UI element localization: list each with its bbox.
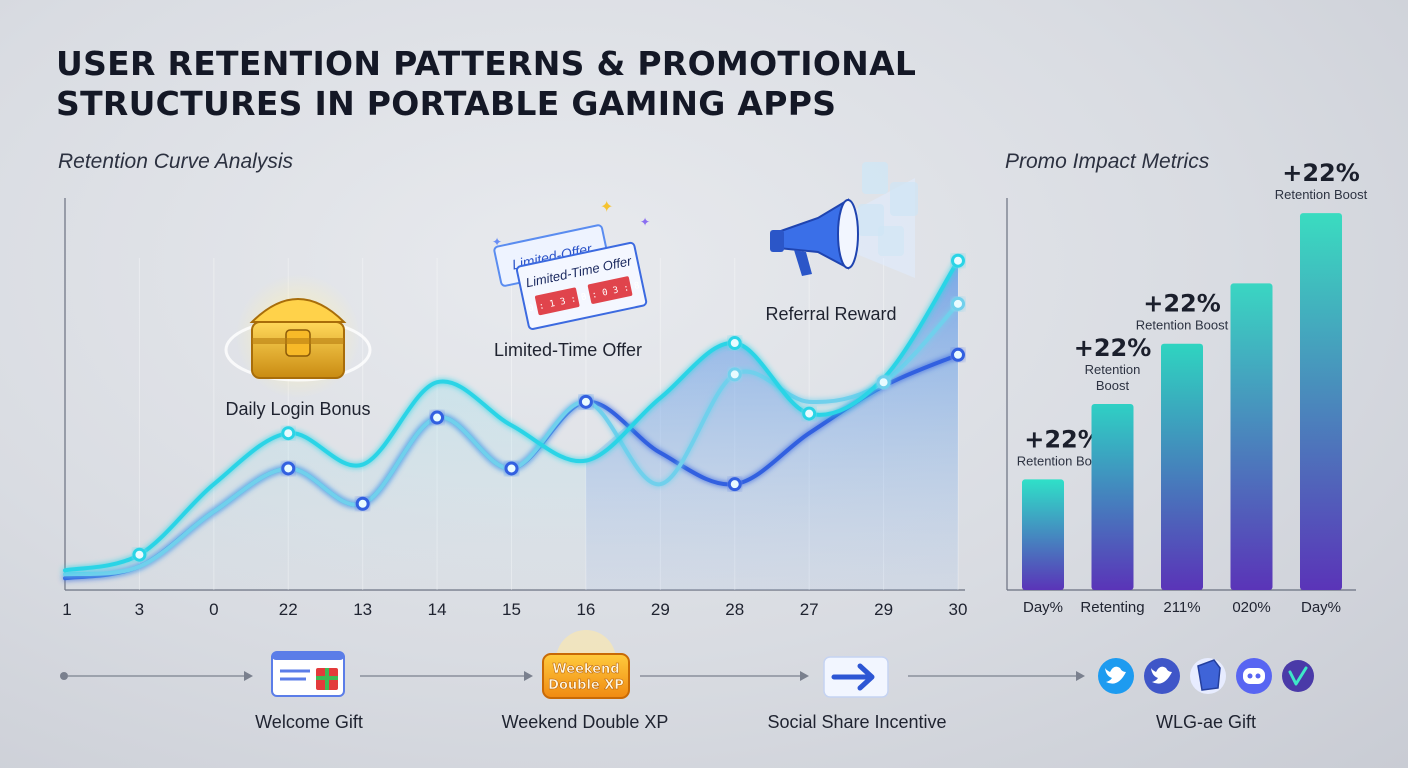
title-line-1: USER RETENTION PATTERNS & PROMOTIONAL: [56, 44, 917, 83]
bar-sub-label: Retention Boost: [1275, 187, 1368, 202]
bar: [1161, 343, 1203, 590]
flow-arrow-icon: [524, 671, 533, 681]
data-point: [281, 461, 296, 476]
fist-icon[interactable]: [1190, 658, 1226, 694]
data-point: [504, 461, 519, 476]
x-tick-label: 29: [651, 600, 670, 619]
line-chart-x-ticks: 1 3 0 22 13 14 15 16 29 28 27 29 30: [62, 600, 967, 619]
daily-login-bonus-label: Daily Login Bonus: [225, 399, 370, 419]
x-tick-label: 27: [800, 600, 819, 619]
bar-category-label: Day%: [1023, 599, 1063, 616]
x-tick-label: 14: [428, 600, 447, 619]
bar-sub-label: Retention Boost: [1017, 453, 1110, 468]
twitter-icon[interactable]: [1144, 658, 1180, 694]
bar-value-label: +22%: [1282, 159, 1360, 187]
treasure-chest-icon: [224, 274, 372, 398]
bar-category-label: Retenting: [1080, 599, 1144, 616]
wlg-ae-gift-label: WLG-ae Gift: [1156, 712, 1256, 732]
data-point: [281, 426, 296, 441]
double-xp-badge-text: Double XP: [548, 678, 624, 693]
promo-flow-timeline: [60, 671, 1085, 681]
data-point: [951, 347, 965, 362]
sparkle-icon: ✦: [492, 235, 502, 249]
welcome-gift-label: Welcome Gift: [255, 712, 363, 732]
sparkle-icon: ✦: [600, 199, 613, 216]
x-tick-label: 15: [502, 600, 521, 619]
bar: [1230, 283, 1273, 590]
offer-tickets-icon: Limited-Offer Limited-Time Offer 0 : 1 3…: [493, 224, 648, 330]
data-point: [430, 410, 445, 425]
weekend-double-xp-badge-icon: Weekend Double XP: [542, 630, 630, 699]
sparkle-icon: ✦: [640, 215, 650, 229]
weekend-badge-text: Weekend: [552, 662, 619, 677]
data-point: [355, 496, 370, 511]
series-area-fill-highlight: [585, 260, 958, 590]
x-tick-label: 30: [949, 600, 968, 619]
bar: [1091, 404, 1134, 590]
data-point: [727, 336, 742, 351]
title-line-2: STRUCTURES IN PORTABLE GAMING APPS: [56, 84, 837, 123]
bar-value-label: +22%: [1024, 425, 1102, 453]
data-point: [802, 406, 817, 421]
bar-sub-label: Retention: [1085, 362, 1141, 377]
x-tick-label: 22: [279, 600, 298, 619]
bar-category-label: Day%: [1301, 599, 1341, 616]
data-point: [951, 296, 965, 311]
x-tick-label: 1: [62, 600, 71, 619]
bar-sub-label: Retention Boost: [1136, 318, 1229, 333]
discord-icon[interactable]: [1236, 658, 1272, 694]
megaphone-icon: [770, 162, 918, 278]
x-tick-label: 3: [135, 600, 144, 619]
x-tick-label: 16: [576, 600, 595, 619]
bar-value-label: +22%: [1143, 290, 1221, 318]
bar-category-label: 020%: [1232, 599, 1270, 616]
flow-arrow-icon: [1076, 671, 1085, 681]
social-share-incentive-label: Social Share Incentive: [767, 712, 946, 732]
x-tick-label: 13: [353, 600, 372, 619]
x-tick-label: 0: [209, 600, 218, 619]
page-title: USER RETENTION PATTERNS & PROMOTIONAL ST…: [56, 44, 916, 124]
bar-sub-label: Boost: [1096, 378, 1130, 393]
bar: [1300, 213, 1342, 591]
social-icons: [1098, 658, 1314, 694]
bar: [1022, 479, 1064, 590]
bar-value-label: +22%: [1074, 334, 1152, 362]
retention-section-label: Retention Curve Analysis: [58, 150, 293, 173]
bar-chart: Day%+22%Retention BoostRetenting+22%Rete…: [1017, 159, 1368, 616]
limited-time-offer-label: Limited-Time Offer: [494, 340, 642, 360]
vine-icon[interactable]: [1282, 660, 1314, 692]
data-point: [132, 547, 147, 562]
weekend-double-xp-label: Weekend Double XP: [502, 712, 669, 732]
data-point: [951, 253, 965, 268]
series-line-1: [63, 301, 960, 577]
referral-reward-label: Referral Reward: [765, 304, 896, 324]
flow-arrow-icon: [800, 671, 809, 681]
promo-section-label: Promo Impact Metrics: [1005, 150, 1210, 173]
flow-arrow-icon: [244, 671, 253, 681]
line-chart: [63, 253, 965, 590]
bar-category-label: 211%: [1163, 599, 1200, 616]
gift-window-icon: [271, 651, 345, 697]
x-tick-label: 28: [725, 600, 744, 619]
data-point: [876, 375, 891, 390]
data-point: [578, 394, 593, 409]
data-point: [727, 477, 742, 492]
twitter-icon[interactable]: [1098, 658, 1134, 694]
arrow-right-icon: [823, 656, 889, 698]
x-tick-label: 29: [874, 600, 893, 619]
data-point: [727, 367, 742, 382]
flow-start-dot: [60, 672, 68, 680]
